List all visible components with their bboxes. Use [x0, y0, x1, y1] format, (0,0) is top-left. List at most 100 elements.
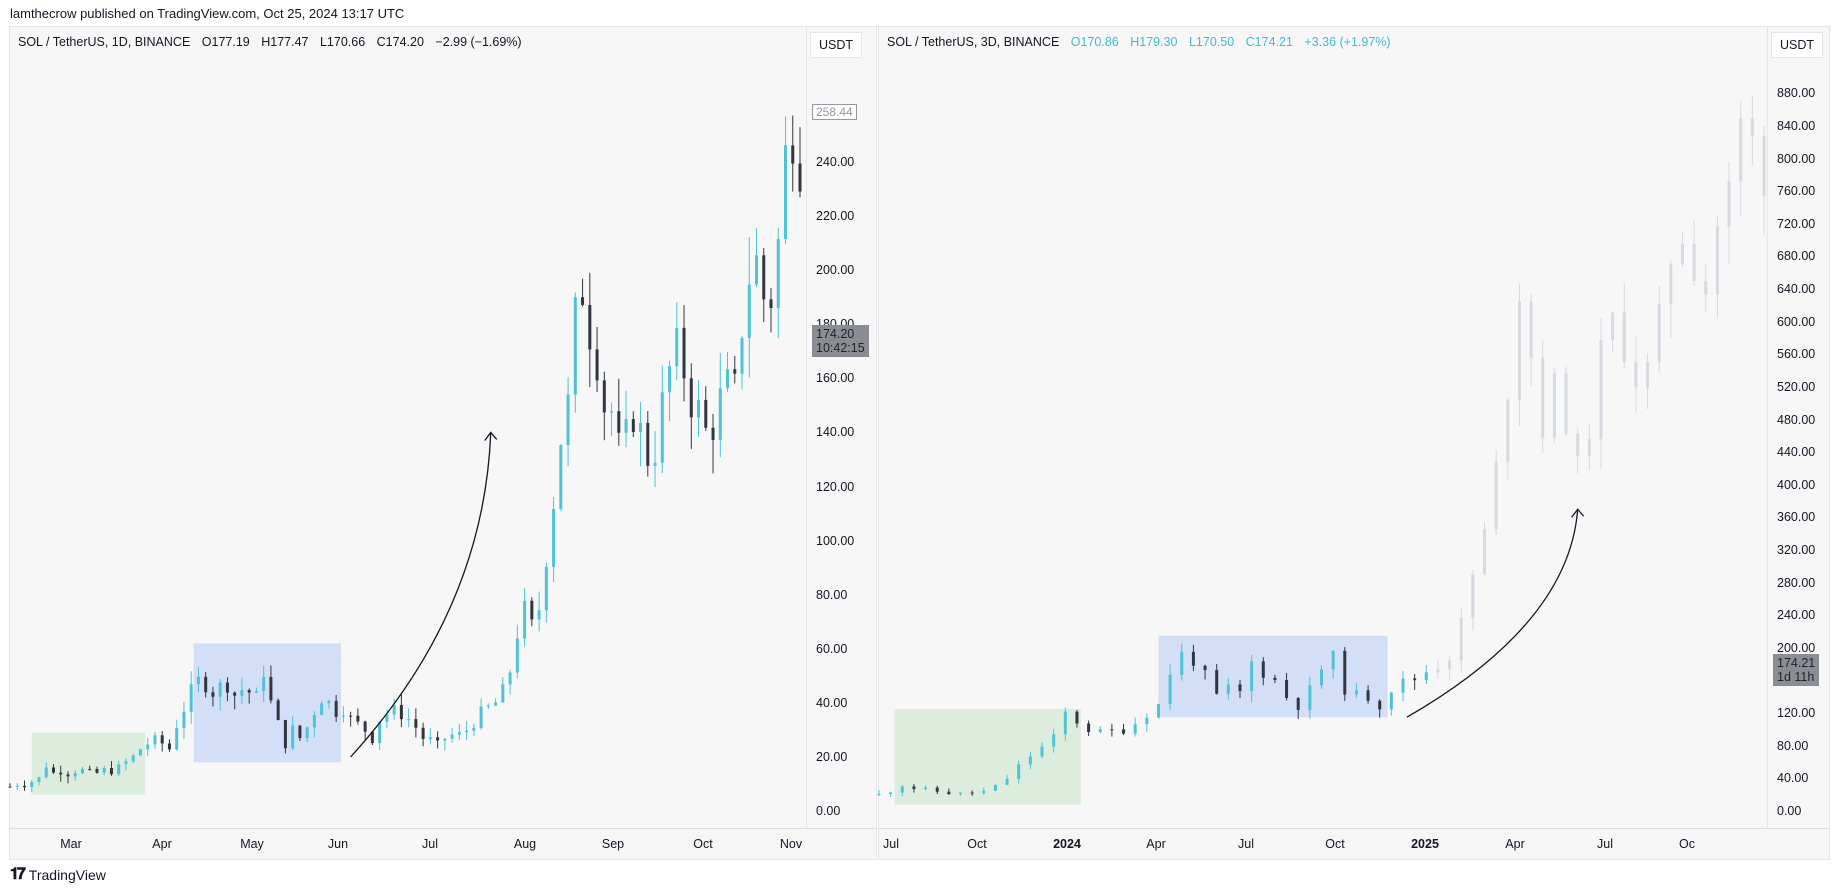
candle-body — [240, 690, 244, 696]
candle-body — [1366, 690, 1370, 701]
currency-button[interactable]: USDT — [810, 32, 863, 58]
candle-body — [233, 692, 237, 696]
candle-body — [1424, 672, 1428, 681]
candle-body — [697, 399, 701, 418]
candle-body — [682, 327, 686, 379]
candle-body — [196, 676, 200, 685]
candle-body — [877, 794, 881, 796]
candle-body — [421, 727, 425, 740]
candle-body — [740, 338, 744, 374]
price-tick-label: 80.00 — [1777, 738, 1809, 753]
candle-body — [465, 730, 469, 733]
candle-body — [1622, 312, 1626, 363]
arrow-head-icon — [1571, 508, 1585, 518]
candle-body — [776, 238, 780, 309]
candle-body — [1331, 650, 1335, 670]
candle-body — [269, 676, 273, 701]
candle-body — [349, 715, 353, 717]
price-tick-label: 640.00 — [1777, 282, 1816, 297]
candle-body — [631, 419, 635, 432]
ohlc-close: C174.21 — [1245, 35, 1293, 49]
candle-body — [204, 676, 208, 693]
candle-body — [711, 427, 715, 440]
candle-body — [1727, 180, 1731, 227]
candle-body — [175, 728, 179, 750]
candle-body — [769, 299, 773, 309]
candle-body — [1646, 362, 1650, 388]
last-price-tag: 174.21 1d 11h — [1773, 653, 1820, 686]
chart-panel-1d[interactable]: SOL / TetherUS, 1D, BINANCE O177.19 H177… — [8, 26, 877, 860]
price-tick-label: 600.00 — [1777, 314, 1816, 329]
candle-body — [117, 764, 121, 775]
publish-info: lamthecrow published on TradingView.com,… — [10, 6, 405, 21]
candle-body — [581, 297, 585, 305]
candle-body — [733, 369, 737, 374]
symbol-legend: SOL / TetherUS, 3D, BINANCE O170.86 H179… — [887, 35, 1399, 49]
time-tick-label: Jul — [1597, 837, 1613, 851]
price-tick-label: 240.00 — [816, 155, 855, 170]
candle-body — [73, 773, 77, 777]
price-tick-label: 720.00 — [1777, 216, 1816, 231]
price-tick-label: 320.00 — [1777, 543, 1816, 558]
price-tick-label: 220.00 — [816, 209, 855, 224]
candle-body — [1168, 674, 1172, 705]
ohlc-change: −2.99 (−1.69%) — [435, 35, 522, 49]
candle-body — [428, 737, 432, 740]
last-price-tag: 174.20 10:42:15 — [812, 324, 869, 357]
price-tick-label: 240.00 — [1777, 608, 1816, 623]
ohlc-open: O170.86 — [1070, 35, 1119, 49]
candle-body — [146, 744, 150, 750]
price-axis-separator — [806, 27, 807, 829]
candle-body — [660, 392, 664, 463]
blue-highlight-box — [1158, 635, 1388, 718]
candle-body — [1156, 704, 1160, 718]
candle-body — [1215, 670, 1219, 694]
candle-body — [982, 790, 986, 794]
candle-body — [900, 786, 904, 793]
candle-body — [472, 727, 476, 731]
price-tick-label: 100.00 — [816, 533, 855, 548]
candle-body — [1308, 685, 1312, 710]
candle-body — [1634, 362, 1638, 388]
candle-body — [718, 388, 722, 440]
candle-body — [588, 304, 592, 350]
green-highlight-box — [894, 709, 1081, 805]
candle-body — [1692, 244, 1696, 282]
currency-button[interactable]: USDT — [1771, 32, 1824, 58]
ohlc-high: H179.30 — [1130, 35, 1178, 49]
price-tick-label: 480.00 — [1777, 412, 1816, 427]
price-tick-label: 200.00 — [1777, 640, 1816, 655]
candle-body — [668, 366, 672, 393]
ohlc-high: H177.47 — [261, 35, 309, 49]
candle-body — [689, 378, 693, 418]
time-tick-label: Oct — [967, 837, 987, 851]
candle-body — [1401, 678, 1405, 693]
candle-body — [537, 610, 541, 620]
candle-body — [912, 786, 916, 789]
price-tick-label: 760.00 — [1777, 184, 1816, 199]
candle-body — [1028, 756, 1032, 765]
candle-body — [1052, 734, 1056, 747]
candle-body — [1657, 304, 1661, 363]
candle-body — [1750, 118, 1754, 137]
candle-body — [798, 163, 802, 192]
symbol-title: SOL / TetherUS, 3D, BINANCE — [887, 35, 1060, 49]
time-axis-1d[interactable]: Mar Apr May Jun Jul Aug Sep Oct Nov — [10, 828, 876, 859]
candle-body — [124, 761, 128, 765]
candle-body — [1191, 651, 1195, 666]
price-tick-label: 120.00 — [1777, 706, 1816, 721]
candle-body — [494, 702, 498, 706]
candle-body — [22, 785, 26, 788]
footer-brand[interactable]: 𝟏𝟕 TradingView — [10, 866, 106, 884]
candle-body — [1238, 684, 1242, 691]
time-axis-3d[interactable]: Jul Oct 2024 Apr Jul Oct 2025 Apr Jul Oc — [879, 828, 1829, 859]
candle-body — [646, 422, 650, 466]
candle-body — [392, 704, 396, 715]
chart-panel-3d[interactable]: SOL / TetherUS, 3D, BINANCE O170.86 H179… — [877, 26, 1830, 860]
candle-body — [436, 737, 440, 741]
candles-canvas-1d — [8, 115, 802, 795]
candle-body — [182, 711, 186, 729]
price-tick-label: 360.00 — [1777, 510, 1816, 525]
candle-body — [566, 394, 570, 446]
candle-body — [1459, 617, 1463, 661]
